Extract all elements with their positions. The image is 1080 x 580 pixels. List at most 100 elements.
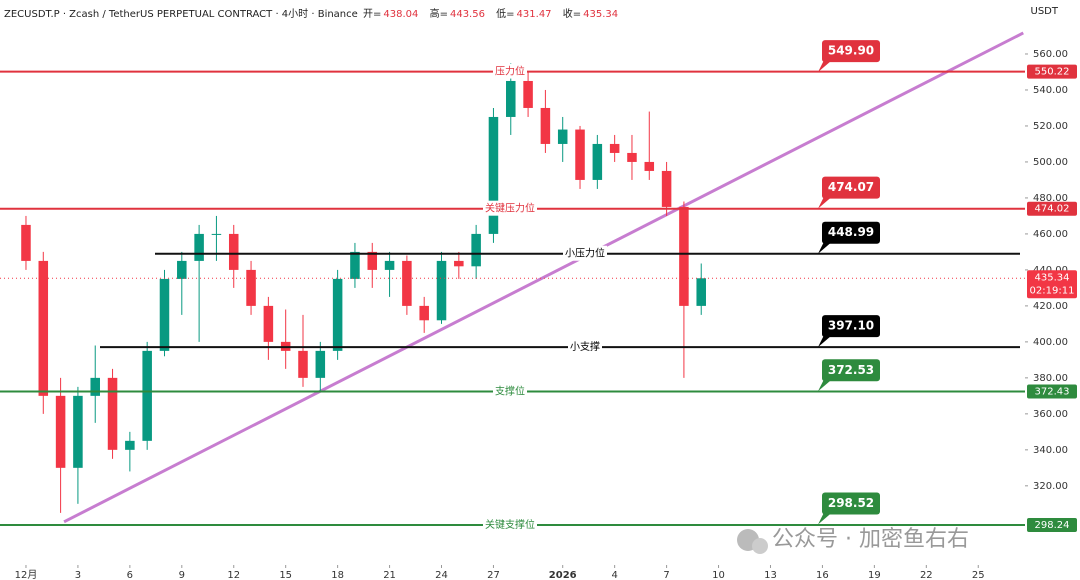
callout-pointer xyxy=(818,241,832,254)
candle-body xyxy=(90,377,100,396)
y-tick-label: 560.00 xyxy=(1033,49,1068,60)
callout-box xyxy=(822,315,880,338)
candle-body xyxy=(194,233,204,261)
candle-body xyxy=(21,224,31,261)
price-tag-label: 550.22 xyxy=(1035,67,1070,78)
y-tick-label: 320.00 xyxy=(1033,481,1068,492)
level-label-bg xyxy=(483,516,537,532)
candle-body xyxy=(73,395,83,468)
trendline xyxy=(63,31,1024,524)
x-tick-label: 9 xyxy=(179,570,185,580)
candle-body xyxy=(627,152,637,162)
currency: USDT xyxy=(1030,6,1058,17)
x-tick-label: 7 xyxy=(663,570,669,580)
level-label-bg xyxy=(568,339,602,355)
callout-pointer xyxy=(818,379,832,392)
candle-body xyxy=(471,233,481,267)
level-label: 小压力位 xyxy=(565,247,605,260)
level-label: 小支撑 xyxy=(570,340,600,353)
candle-body xyxy=(454,260,464,267)
x-tick-label: 12 xyxy=(227,570,240,580)
x-tick-label: 15 xyxy=(279,570,292,580)
x-tick-label: 22 xyxy=(920,570,933,580)
x-tick-label: 13 xyxy=(764,570,777,580)
candle-body xyxy=(575,129,585,180)
candle-body xyxy=(506,80,516,117)
candle-body xyxy=(523,80,533,108)
candle-body xyxy=(661,170,672,207)
candle-body xyxy=(644,161,655,171)
candle-body xyxy=(142,350,152,441)
candle-body xyxy=(384,260,395,270)
price-tag-label: 372.43 xyxy=(1035,386,1070,397)
candle-body xyxy=(679,206,689,306)
candle-body xyxy=(332,278,343,351)
x-tick-label: 19 xyxy=(868,570,881,580)
candle-body xyxy=(55,395,66,468)
candle-body xyxy=(557,129,568,144)
y-tick-label: 520.00 xyxy=(1033,121,1068,132)
level-label: 关键压力位 xyxy=(485,202,535,215)
callout-box xyxy=(822,221,880,244)
y-tick-label: 400.00 xyxy=(1033,337,1068,348)
level-label-bg xyxy=(493,63,527,79)
y-tick-label: 500.00 xyxy=(1033,157,1068,168)
candle-body xyxy=(367,251,378,270)
close: 435.34 xyxy=(583,9,619,20)
candle-body xyxy=(246,269,256,306)
candle-body xyxy=(592,143,603,180)
x-tick-label: 25 xyxy=(972,570,985,580)
y-tick-label: 540.00 xyxy=(1033,85,1068,96)
candle-body xyxy=(107,377,118,450)
low-label: 低= xyxy=(496,9,515,20)
x-tick-label: 24 xyxy=(435,570,448,580)
candle-body xyxy=(696,278,706,306)
y-tick-label: 420.00 xyxy=(1033,301,1068,312)
candle-body xyxy=(540,107,551,144)
callout-box xyxy=(822,176,880,199)
level-label-bg xyxy=(563,245,607,261)
price-tag xyxy=(1027,64,1077,79)
candle-body xyxy=(298,350,308,378)
x-tick-label: 6 xyxy=(127,570,133,580)
level-label: 关键支撑位 xyxy=(485,518,535,531)
candle-body xyxy=(177,260,187,279)
y-tick-label: 340.00 xyxy=(1033,445,1068,456)
y-tick-label: 480.00 xyxy=(1033,193,1068,204)
countdown: 02:19:11 xyxy=(1030,285,1075,296)
callout-box xyxy=(822,359,880,382)
price-tag xyxy=(1027,517,1077,532)
candle-body xyxy=(419,305,429,321)
callout-label: 397.10 xyxy=(828,319,874,333)
open: 438.04 xyxy=(383,9,419,20)
y-tick-label: 380.00 xyxy=(1033,373,1068,384)
y-tick-label: 460.00 xyxy=(1033,229,1068,240)
callout-label: 298.52 xyxy=(828,496,874,510)
candle-body xyxy=(263,305,274,342)
candle-body xyxy=(350,251,360,279)
callout-label: 549.90 xyxy=(828,44,874,58)
callout-box xyxy=(822,492,880,515)
level-label: 支撑位 xyxy=(495,384,525,397)
callout-label: 372.53 xyxy=(828,363,874,377)
callout-box xyxy=(822,40,880,63)
candle-body xyxy=(436,260,447,321)
x-tick-label: 27 xyxy=(487,570,500,580)
open-label: 开= xyxy=(363,9,382,20)
x-tick-label: 16 xyxy=(816,570,829,580)
callout-pointer xyxy=(818,60,832,73)
candle-body xyxy=(315,350,326,378)
candle-body xyxy=(38,260,49,396)
header: ZECUSDT.P · Zcash / TetherUS PERPETUAL C… xyxy=(4,5,626,20)
x-tick-label: 12月 xyxy=(15,569,38,580)
level-label: 压力位 xyxy=(495,65,525,78)
x-tick-label: 21 xyxy=(383,570,396,580)
last-price-label: 435.34 xyxy=(1035,272,1070,283)
candle-body xyxy=(125,440,135,450)
callout-pointer xyxy=(818,512,832,525)
y-tick-label: 360.00 xyxy=(1033,409,1068,420)
level-label-bg xyxy=(483,200,537,216)
candle-body xyxy=(609,143,620,153)
